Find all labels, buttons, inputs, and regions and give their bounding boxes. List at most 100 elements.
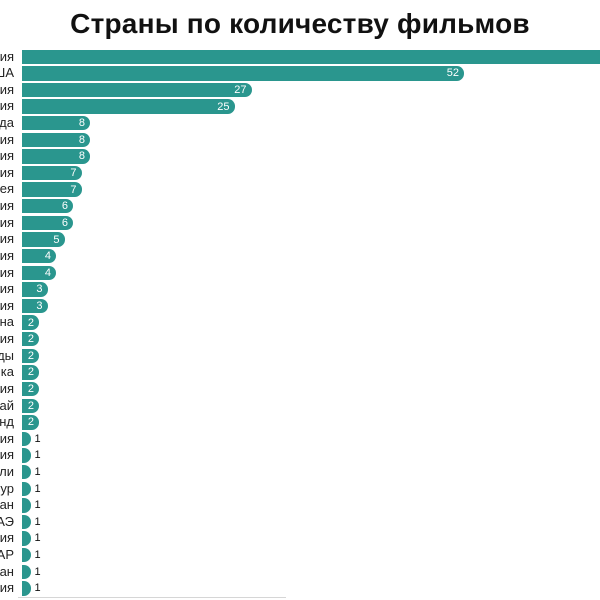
bar (22, 564, 31, 580)
bar-value-label: 1 (34, 532, 41, 545)
bar-row: ия (0, 48, 600, 65)
bar-row: ия 6 (0, 198, 600, 214)
bar-value-label: 1 (34, 482, 41, 495)
bar-row: да 8 (0, 114, 600, 131)
y-tick-label: ия (0, 281, 14, 297)
bar (22, 448, 31, 463)
bar-value-label: 1 (34, 449, 41, 462)
bar-value-label: 8 (78, 150, 85, 163)
bar-value-label: 2 (27, 349, 34, 362)
y-tick-label: ка (0, 364, 14, 380)
bar-row: АР 1 (0, 547, 600, 563)
bar: 7 (22, 165, 82, 181)
bar (22, 531, 31, 546)
bar-value-label: 8 (78, 133, 85, 146)
bar-value-label: 2 (27, 416, 34, 429)
bar-value-label: 8 (78, 117, 85, 130)
bar-value-label: 4 (44, 250, 51, 263)
bar-row: ия 1 (0, 580, 600, 596)
bar-value-label: 2 (27, 383, 34, 396)
bar: 3 (22, 298, 48, 314)
y-tick-label: АР (0, 547, 14, 563)
bar: 25 (22, 99, 235, 114)
bar: 6 (22, 199, 73, 214)
bar-row: ия 3 (0, 297, 600, 314)
bar-value-label: 3 (36, 283, 43, 296)
y-tick-label: ия (0, 530, 14, 546)
y-tick-label: ия (0, 231, 14, 247)
bar: 8 (22, 115, 90, 131)
bar: 52 (22, 66, 464, 81)
y-tick-label: ур (0, 480, 14, 496)
bar: 5 (22, 232, 65, 247)
bar (22, 465, 31, 480)
bar-row: ия 7 (0, 164, 600, 181)
y-tick-label: ия (0, 264, 14, 280)
bar-value-label: 4 (44, 266, 51, 279)
y-tick-label: ан (0, 563, 14, 579)
bar: 4 (22, 248, 56, 264)
bar-value-label: 1 (34, 549, 41, 562)
y-tick-label: ия (0, 214, 14, 230)
y-tick-label: ли (0, 464, 14, 479)
y-tick-label: ия (0, 580, 14, 596)
bar-value-label: 1 (34, 432, 41, 445)
y-tick-label: ея (0, 181, 14, 197)
bar-row: ия 4 (0, 264, 600, 281)
bar: 2 (22, 415, 39, 430)
y-tick-label: ия (0, 164, 14, 180)
y-tick-label: ия (0, 131, 14, 147)
bar: 7 (22, 182, 82, 197)
y-tick-label: ия (0, 447, 14, 463)
bar-value-label: 2 (27, 316, 34, 329)
bar-row: на 2 (0, 314, 600, 330)
y-tick-label: нд (0, 414, 14, 430)
bar: 3 (22, 282, 48, 297)
bar-value-label: 1 (34, 499, 41, 512)
bar: 8 (22, 149, 90, 164)
y-tick-label: ия (0, 430, 14, 446)
bar-row: ия 1 (0, 531, 600, 546)
y-tick-label: ия (0, 297, 14, 313)
y-tick-label: да (0, 114, 14, 130)
bar-value-label: 25 (217, 100, 230, 113)
y-tick-label: ия (0, 331, 14, 347)
y-tick-label: ай (0, 397, 14, 413)
bar-row: ия 8 (0, 148, 600, 164)
bar-value-label: 7 (70, 183, 77, 196)
bar-row: нд 2 (0, 414, 600, 430)
bar-row: ия 6 (0, 214, 600, 231)
bar-value-label: 1 (34, 515, 41, 528)
bar-row: ур 1 (0, 480, 600, 497)
bar: 2 (22, 381, 39, 397)
y-tick-label: ия (0, 148, 14, 164)
y-tick-label: ША (0, 65, 14, 81)
bar-row: ия 2 (0, 331, 600, 347)
x-axis-line (18, 597, 286, 598)
bar (22, 481, 31, 496)
bar-value-label: 6 (61, 200, 68, 213)
bar-value-label: 3 (36, 299, 43, 312)
bar (22, 514, 31, 530)
bar-value-label: 1 (34, 565, 41, 578)
bar-value-label: 2 (27, 399, 34, 412)
y-tick-label: ия (0, 48, 14, 64)
bar-row: ия 27 (0, 82, 600, 98)
bar-row: ан 1 (0, 497, 600, 513)
bar-row: ия 1 (0, 430, 600, 447)
bar: 2 (22, 348, 39, 364)
y-tick-label: ан (0, 497, 14, 513)
bar (22, 498, 31, 513)
y-tick-label: АЭ (0, 513, 14, 529)
bar-row: ка 2 (0, 364, 600, 380)
bar-row: ия 25 (0, 98, 600, 114)
bar: 4 (22, 265, 56, 280)
bar-row: ия 1 (0, 447, 600, 463)
bar-value-label: 1 (34, 582, 41, 595)
bar: 2 (22, 398, 39, 413)
bar-value-label: 6 (61, 216, 68, 229)
bar-value-label: 2 (27, 366, 34, 379)
bar: 8 (22, 132, 90, 147)
bar-row: ША 52 (0, 65, 600, 81)
